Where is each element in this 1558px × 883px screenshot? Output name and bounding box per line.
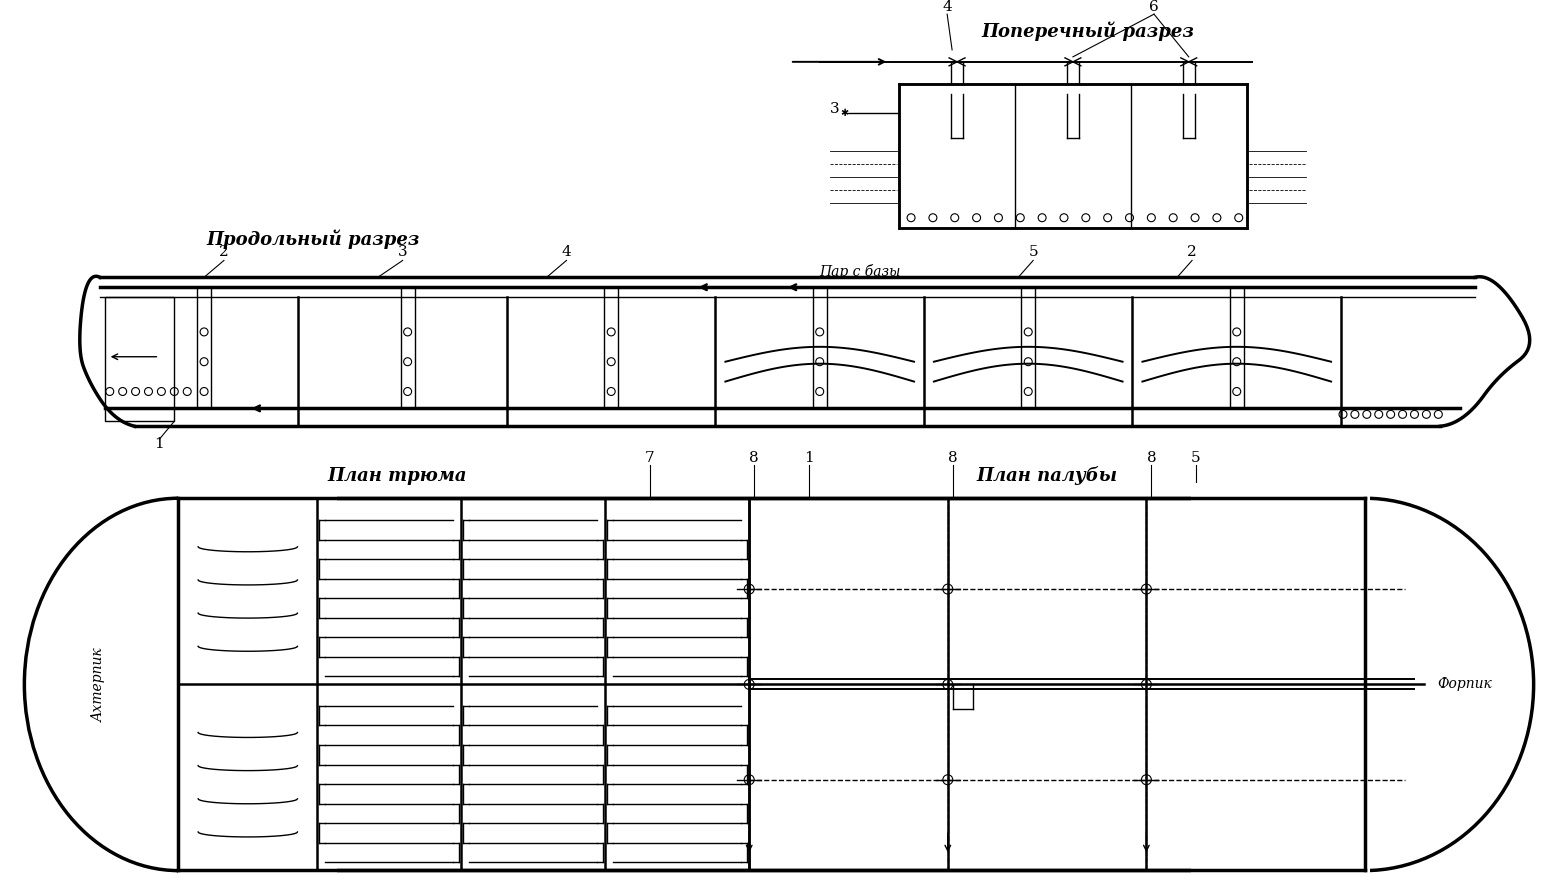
Text: 7: 7 bbox=[645, 451, 654, 465]
Text: 5: 5 bbox=[1192, 451, 1201, 465]
Text: 4: 4 bbox=[561, 245, 572, 260]
Text: 8: 8 bbox=[947, 451, 958, 465]
Text: 1: 1 bbox=[154, 437, 164, 451]
Text: План трюма: План трюма bbox=[327, 467, 466, 485]
Text: 2: 2 bbox=[1187, 245, 1197, 260]
Text: Пар с базы: Пар с базы bbox=[820, 264, 901, 279]
Text: Ахтерпик: Ахтерпик bbox=[92, 647, 106, 721]
Text: Поперечный разрез: Поперечный разрез bbox=[982, 21, 1195, 41]
Text: 3: 3 bbox=[830, 102, 840, 116]
Ellipse shape bbox=[25, 498, 332, 871]
Text: 1: 1 bbox=[804, 451, 813, 465]
Bar bbox=[899, 84, 1246, 228]
Text: 3: 3 bbox=[397, 245, 408, 260]
Bar bbox=[178, 498, 1365, 870]
Text: 4: 4 bbox=[943, 0, 952, 14]
Bar bbox=[104, 298, 174, 421]
Text: 2: 2 bbox=[220, 245, 229, 260]
Text: План палубы: План палубы bbox=[977, 466, 1117, 486]
Text: Продольный разрез: Продольный разрез bbox=[207, 230, 421, 249]
Text: ✱: ✱ bbox=[840, 109, 849, 118]
Text: 6: 6 bbox=[1150, 0, 1159, 14]
Text: 8: 8 bbox=[749, 451, 759, 465]
Bar bbox=[178, 483, 337, 875]
Bar bbox=[1190, 483, 1369, 875]
Text: 5: 5 bbox=[1028, 245, 1038, 260]
Ellipse shape bbox=[1197, 498, 1533, 871]
Text: Форпик: Форпик bbox=[1436, 677, 1491, 691]
Text: 8: 8 bbox=[1147, 451, 1156, 465]
